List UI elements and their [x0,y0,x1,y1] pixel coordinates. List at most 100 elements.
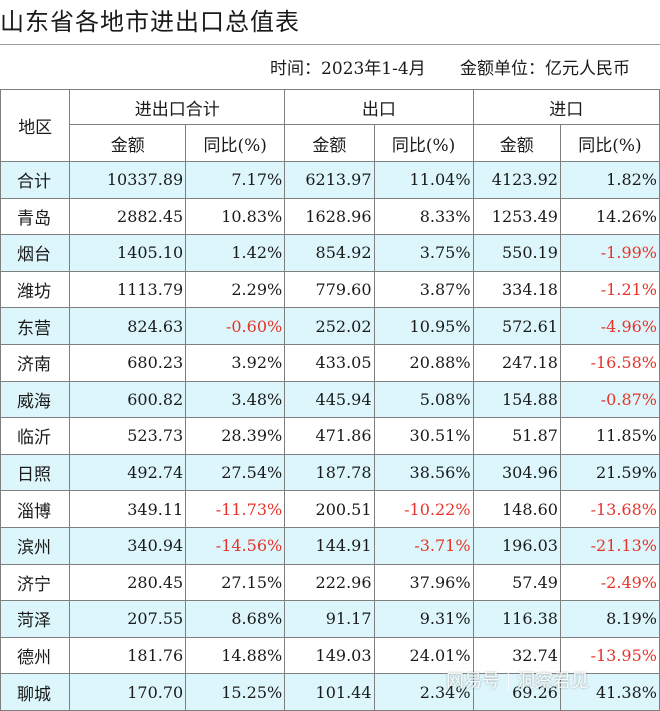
watermark-divider [508,672,509,690]
table-row: 烟台 1405.10 1.42% 854.92 3.75% 550.19 -1.99% [0,234,660,272]
table-row: 菏泽 207.55 8.68% 91.17 9.31% 116.38 8.19% [0,600,660,638]
cell-total-amount: 824.63 [69,307,187,345]
table-row: 德州 181.76 14.88% 149.03 24.01% 32.74 -13.95% [0,636,660,675]
cell-total-yoy: 28.39% [185,417,286,455]
cell-import-yoy: -21.13% [559,526,660,565]
watermark-author: 洞察君见 [517,671,589,692]
table-row: 合计 10337.89 7.17% 6213.97 11.04% 4123.92 1.82% [0,161,660,199]
cell-import-yoy: -2.49% [559,563,660,602]
cell-import-amount: 247.18 [472,343,561,382]
subheader-import-amount: 金额 [472,124,561,162]
cell-region: 合计 [0,161,71,199]
cell-export-amount: 187.78 [284,453,375,492]
cell-import-amount: 51.87 [472,417,561,455]
cell-export-yoy: 38.56% [373,453,474,492]
table-body: 合计 10337.89 7.17% 6213.97 11.04% 4123.92 1.82%… [0,161,660,711]
cell-total-yoy: 27.15% [185,563,286,602]
cell-import-amount: 57.49 [472,563,561,602]
cell-import-amount: 154.88 [472,380,561,419]
cell-export-amount: 471.86 [284,417,375,455]
cell-region: 临沂 [0,417,71,455]
cell-region: 东营 [0,307,71,345]
cell-total-yoy: 10.83% [185,197,286,236]
table-row: 日照 492.74 27.54% 187.78 38.56% 304.96 21.59% [0,453,660,492]
cell-region: 济宁 [0,563,71,602]
cell-total-amount: 349.11 [69,490,187,528]
cell-import-yoy: 8.19% [559,600,660,638]
cell-import-yoy: -4.96% [559,307,660,345]
cell-export-yoy: -3.71% [373,526,474,565]
cell-import-amount: 304.96 [472,453,561,492]
subheader-export-yoy: 同比(%) [373,124,474,162]
cell-export-amount: 144.91 [284,526,375,565]
cell-import-yoy: -1.99% [559,234,660,272]
cell-import-amount: 4123.92 [472,161,561,199]
cell-import-amount: 550.19 [472,234,561,272]
cell-total-amount: 2882.45 [69,197,187,236]
cell-import-yoy: -16.58% [559,343,660,382]
cell-export-amount: 6213.97 [284,161,375,199]
table-row: 滨州 340.94 -14.56% 144.91 -3.71% 196.03 -21.13% [0,526,660,565]
header-row-groups: 地区 进出口合计 出口 进口 [0,89,660,162]
table-row: 威海 600.82 3.48% 445.94 5.08% 154.88 -0.87% [0,380,660,419]
cell-export-yoy: 3.87% [373,270,474,309]
cell-export-amount: 445.94 [284,380,375,419]
cell-region: 潍坊 [0,270,71,309]
cell-total-amount: 492.74 [69,453,187,492]
cell-total-amount: 340.94 [69,526,187,565]
table-row: 济南 680.23 3.92% 433.05 20.88% 247.18 -16.58% [0,343,660,382]
cell-region: 淄博 [0,490,71,528]
table-row: 济宁 280.45 27.15% 222.96 37.96% 57.49 -2.49% [0,563,660,602]
cell-region: 日照 [0,453,71,492]
cell-total-yoy: 27.54% [185,453,286,492]
subheader-total-amount: 金额 [69,124,187,162]
cell-total-yoy: -0.60% [185,307,286,345]
col-header-region: 地区 [0,89,71,162]
cell-import-amount: 116.38 [472,600,561,638]
cell-import-amount: 1253.49 [472,197,561,236]
subheader-export-amount: 金额 [284,124,375,162]
cell-export-yoy: -10.22% [373,490,474,528]
cell-import-amount: 572.61 [472,307,561,345]
subheader-import-yoy: 同比(%) [559,124,660,162]
cell-total-amount: 600.82 [69,380,187,419]
group-header-total: 进出口合计 [69,89,286,125]
cell-total-yoy: -14.56% [185,526,286,565]
title-text: 山东省各地市进出口总值表 [0,8,300,36]
cell-export-amount: 854.92 [284,234,375,272]
cell-import-yoy: -13.68% [559,490,660,528]
subheader-total-yoy: 同比(%) [185,124,286,162]
cell-export-yoy: 9.31% [373,600,474,638]
header-row-sub: 金额 同比(%) 金额 同比(%) 金额 同比(%) [1,124,660,162]
cell-total-amount: 280.45 [69,563,187,602]
cell-total-yoy: 3.48% [185,380,286,419]
cell-export-amount: 149.03 [284,636,375,675]
cell-region: 青岛 [0,197,71,236]
title-divider [0,44,660,45]
table-row: 潍坊 1113.79 2.29% 779.60 3.87% 334.18 -1.21% [0,270,660,309]
watermark: 网易号 洞察君见 [446,666,656,698]
table-row: 青岛 2882.45 10.83% 1628.96 8.33% 1253.49 14.26% [0,197,660,236]
cell-total-yoy: 14.88% [185,636,286,675]
cell-total-amount: 207.55 [69,600,187,638]
cell-import-yoy: -0.87% [559,380,660,419]
cell-import-yoy: 11.85% [559,417,660,455]
cell-total-yoy: 7.17% [185,161,286,199]
cell-total-amount: 523.73 [69,417,187,455]
cell-export-yoy: 10.95% [373,307,474,345]
cell-export-amount: 222.96 [284,563,375,602]
cell-total-yoy: 1.42% [185,234,286,272]
cell-export-amount: 252.02 [284,307,375,345]
cell-total-amount: 1113.79 [69,270,187,309]
cell-export-amount: 101.44 [284,673,375,711]
cell-total-amount: 181.76 [69,636,187,675]
cell-import-amount: 32.74 [472,636,561,675]
cell-total-yoy: 8.68% [185,600,286,638]
cell-region: 烟台 [0,234,71,272]
cell-import-yoy: 14.26% [559,197,660,236]
cell-total-yoy: -11.73% [185,490,286,528]
cell-export-yoy: 5.08% [373,380,474,419]
cell-import-amount: 148.60 [472,490,561,528]
cell-export-amount: 200.51 [284,490,375,528]
cell-total-amount: 10337.89 [69,161,187,199]
